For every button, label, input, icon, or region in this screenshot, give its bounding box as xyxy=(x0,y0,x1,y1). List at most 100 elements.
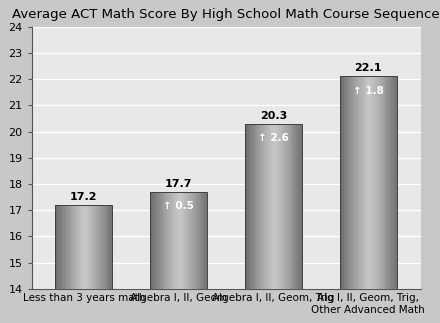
Bar xyxy=(70,205,73,289)
Bar xyxy=(340,77,397,289)
Bar xyxy=(293,124,294,289)
Bar xyxy=(285,124,287,289)
Bar xyxy=(167,192,169,289)
Bar xyxy=(254,124,257,289)
Text: 17.2: 17.2 xyxy=(70,192,98,202)
Bar xyxy=(110,205,112,289)
Bar xyxy=(199,192,202,289)
Bar xyxy=(275,124,277,289)
Bar xyxy=(279,124,281,289)
Bar xyxy=(395,77,397,289)
Bar xyxy=(101,205,103,289)
Bar xyxy=(173,192,175,289)
Bar xyxy=(188,192,190,289)
Bar xyxy=(380,77,381,289)
Bar xyxy=(63,205,65,289)
Bar xyxy=(108,205,110,289)
Bar xyxy=(105,205,106,289)
Bar xyxy=(277,124,279,289)
Bar xyxy=(365,77,367,289)
Bar xyxy=(266,124,268,289)
Bar xyxy=(194,192,196,289)
Bar xyxy=(106,205,108,289)
Bar xyxy=(203,192,205,289)
Bar xyxy=(97,205,99,289)
Text: 17.7: 17.7 xyxy=(165,179,192,189)
Bar xyxy=(84,205,86,289)
Bar xyxy=(158,192,160,289)
Text: ↑ 1.8: ↑ 1.8 xyxy=(353,86,384,96)
Bar xyxy=(253,124,254,289)
Bar xyxy=(78,205,80,289)
Bar xyxy=(171,192,173,289)
Bar xyxy=(184,192,186,289)
Bar xyxy=(271,124,274,289)
Bar xyxy=(73,205,74,289)
Bar xyxy=(384,77,385,289)
Bar xyxy=(289,124,290,289)
Bar xyxy=(99,205,101,289)
Bar xyxy=(65,205,67,289)
Bar xyxy=(294,124,296,289)
Bar xyxy=(249,124,251,289)
Bar xyxy=(205,192,207,289)
Bar xyxy=(387,77,389,289)
Bar xyxy=(385,77,387,289)
Bar xyxy=(192,192,194,289)
Bar xyxy=(55,205,57,289)
Bar xyxy=(69,205,70,289)
Bar xyxy=(165,192,167,289)
Bar xyxy=(92,205,93,289)
Bar xyxy=(154,192,156,289)
Bar xyxy=(95,205,97,289)
Bar xyxy=(245,124,247,289)
Bar xyxy=(374,77,376,289)
Bar xyxy=(300,124,302,289)
Bar xyxy=(80,205,82,289)
Bar xyxy=(370,77,372,289)
Bar xyxy=(179,192,180,289)
Bar xyxy=(361,77,363,289)
Text: ↑ 0.5: ↑ 0.5 xyxy=(163,201,194,211)
Bar xyxy=(150,192,207,289)
Text: ↑ 2.6: ↑ 2.6 xyxy=(258,133,289,143)
Title: Average ACT Math Score By High School Math Course Sequence: Average ACT Math Score By High School Ma… xyxy=(12,8,440,21)
Bar xyxy=(296,124,298,289)
Bar xyxy=(389,77,391,289)
Bar xyxy=(298,124,300,289)
Bar xyxy=(274,124,275,289)
Bar xyxy=(340,77,342,289)
Bar xyxy=(202,192,203,289)
Bar xyxy=(161,192,164,289)
Bar xyxy=(262,124,264,289)
Bar xyxy=(345,77,348,289)
Bar xyxy=(381,77,384,289)
Bar xyxy=(257,124,258,289)
Bar xyxy=(264,124,266,289)
Bar xyxy=(88,205,89,289)
Bar xyxy=(152,192,154,289)
Bar xyxy=(93,205,95,289)
Bar xyxy=(164,192,165,289)
Bar xyxy=(89,205,92,289)
Bar xyxy=(287,124,289,289)
Bar xyxy=(196,192,198,289)
Bar xyxy=(367,77,368,289)
Text: 22.1: 22.1 xyxy=(355,63,382,73)
Bar xyxy=(57,205,59,289)
Bar xyxy=(247,124,249,289)
Bar xyxy=(290,124,293,289)
Bar xyxy=(180,192,183,289)
Bar xyxy=(353,77,355,289)
Bar xyxy=(74,205,76,289)
Bar xyxy=(376,77,378,289)
Bar xyxy=(342,77,344,289)
Bar xyxy=(368,77,370,289)
Bar xyxy=(59,205,61,289)
Bar xyxy=(283,124,285,289)
Bar xyxy=(169,192,171,289)
Bar xyxy=(150,192,152,289)
Bar xyxy=(349,77,351,289)
Text: 20.3: 20.3 xyxy=(260,110,287,120)
Bar xyxy=(67,205,69,289)
